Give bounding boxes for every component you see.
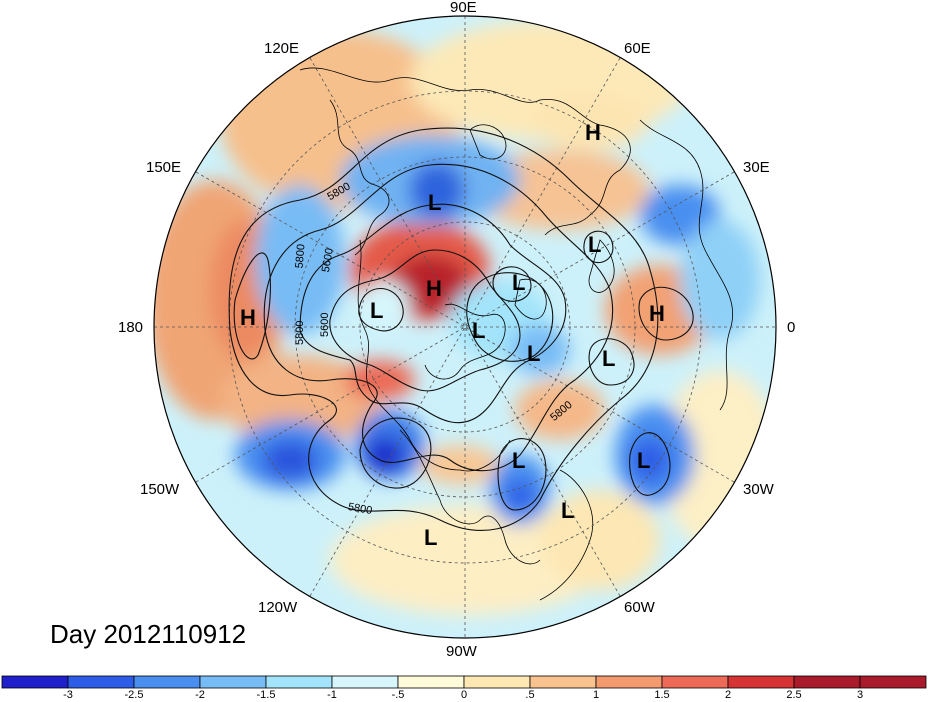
colorbar-segment	[727, 675, 795, 689]
lon-label-150w: 150W	[140, 481, 180, 498]
colorbar-tick-label: 2.5	[786, 689, 802, 701]
colorbar-segment	[859, 675, 927, 689]
pressure-center: H	[426, 276, 442, 301]
lon-label-90w: 90W	[446, 643, 477, 660]
colorbar-tick-label: 0	[460, 689, 468, 701]
map-title: Day 2012110912	[50, 619, 247, 649]
lon-label-30e: 30E	[743, 159, 770, 176]
map-border	[153, 15, 777, 639]
pressure-center: L	[527, 341, 540, 366]
colorbar-segment	[397, 675, 465, 689]
colorbar-tick-label: 3	[856, 689, 864, 701]
colorbar-segment	[133, 675, 201, 689]
pressure-center: L	[472, 318, 485, 343]
height-contours	[228, 127, 694, 531]
colorbar-tick-label: .5	[525, 689, 535, 701]
contour-labels: 5800 5600 5600 5800 5800 5800 5800	[293, 180, 574, 517]
contour-label: 5600	[320, 247, 336, 273]
colorbar-tick-label: -.5	[391, 689, 405, 701]
contour-label: 5800	[347, 501, 373, 517]
pressure-center: L	[588, 232, 601, 257]
lon-label-180: 180	[118, 319, 144, 336]
lon-label-60w: 60W	[624, 599, 655, 616]
lon-label-90e: 90E	[450, 0, 477, 16]
colorbar-tick-label: -2.5	[124, 689, 144, 701]
colorbar-segment	[199, 675, 267, 689]
pressure-center: H	[585, 120, 601, 145]
colorbar-segment	[67, 675, 135, 689]
pressure-centers: H L H L L L L L L H H L L L L	[240, 120, 665, 550]
contour-label: 5800	[294, 321, 306, 345]
pressure-center: L	[370, 298, 383, 323]
colorbar-tick-label: -1	[327, 689, 337, 701]
anomaly-field	[154, 16, 776, 638]
pressure-center: H	[649, 301, 665, 326]
colorbar-segment	[661, 675, 729, 689]
colorbar-segment	[595, 675, 663, 689]
colorbar-tick-label: 1	[592, 689, 600, 701]
colorbar-segment	[331, 675, 399, 689]
lon-label-60e: 60E	[624, 40, 651, 57]
graticule	[154, 16, 776, 638]
colorbar-tick-label: 1.5	[654, 689, 670, 701]
lon-label-0: 0	[787, 319, 796, 336]
lon-label-30w: 30W	[743, 481, 774, 498]
pressure-center: L	[637, 448, 650, 473]
colorbar-segment	[793, 675, 861, 689]
colorbar-tick-label: -2	[195, 689, 205, 701]
coastlines	[299, 67, 734, 601]
pressure-center: L	[602, 346, 615, 371]
pressure-center: L	[512, 270, 525, 295]
pressure-center: L	[428, 190, 441, 215]
colorbar-tick-label: 2	[724, 689, 732, 701]
pressure-center: L	[561, 498, 574, 523]
pressure-center: L	[512, 448, 525, 473]
colorbar-segment	[529, 675, 597, 689]
colorbar-segment	[1, 675, 69, 689]
contour-label: 5800	[293, 243, 307, 268]
pressure-center: H	[240, 305, 256, 330]
pressure-center: L	[424, 525, 437, 550]
lon-label-120e: 120E	[264, 40, 300, 57]
colorbar-tick-label: -3	[63, 689, 73, 701]
contour-label: 5600	[319, 313, 331, 337]
colorbar	[1, 675, 927, 689]
lon-label-150e: 150E	[146, 159, 182, 176]
colorbar-segment	[463, 675, 531, 689]
lon-label-120w: 120W	[258, 599, 298, 616]
colorbar-segment	[265, 675, 333, 689]
colorbar-tick-label: -1.5	[256, 689, 276, 701]
